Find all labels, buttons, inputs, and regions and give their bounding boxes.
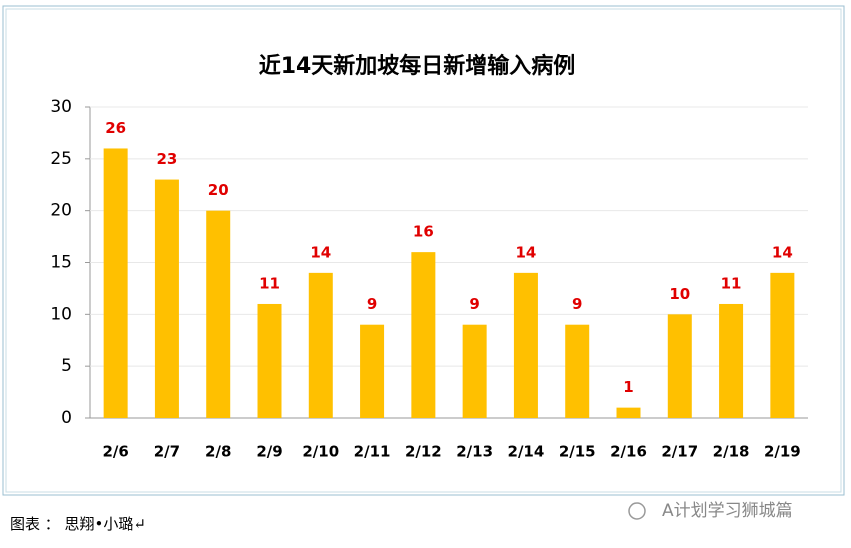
data-label: 14 — [310, 243, 331, 261]
data-label: 23 — [156, 150, 177, 168]
bar — [103, 148, 128, 418]
x-tick-label: 2/14 — [508, 443, 545, 461]
data-label: 9 — [469, 295, 479, 313]
x-tick-label: 2/10 — [302, 443, 339, 461]
bar — [667, 314, 692, 418]
bar — [770, 272, 795, 418]
bar — [154, 179, 179, 418]
data-label: 26 — [105, 119, 126, 137]
chart-title: 近14天新加坡每日新增输入病例 — [259, 53, 576, 79]
data-label: 11 — [259, 274, 280, 292]
x-tick-label: 2/7 — [154, 443, 180, 461]
x-tick-label: 2/18 — [713, 443, 750, 461]
x-tick-label: 2/6 — [102, 443, 128, 461]
bar — [360, 324, 385, 418]
caption: 图表 ： 思翔•小璐↵ — [10, 515, 146, 533]
bar — [513, 272, 538, 418]
watermark: A计划学习狮城篇 — [662, 501, 793, 521]
bar — [719, 303, 744, 418]
x-tick-label: 2/13 — [456, 443, 493, 461]
data-label: 16 — [413, 223, 434, 241]
x-tick-label: 2/16 — [610, 443, 647, 461]
watermark-icon — [628, 502, 646, 520]
y-tick-label: 10 — [50, 304, 72, 324]
data-label: 20 — [208, 181, 229, 199]
bar — [411, 252, 436, 418]
data-label: 9 — [367, 295, 377, 313]
y-tick-label: 25 — [50, 149, 72, 169]
data-label: 14 — [515, 243, 536, 261]
x-tick-label: 2/8 — [205, 443, 231, 461]
bar — [308, 272, 333, 418]
bar — [257, 303, 282, 418]
x-tick-label: 2/9 — [256, 443, 282, 461]
x-tick-label: 2/19 — [764, 443, 801, 461]
y-tick-label: 20 — [50, 201, 72, 221]
bar — [565, 324, 590, 418]
y-tick-label: 0 — [61, 408, 72, 428]
data-label: 11 — [721, 274, 742, 292]
y-tick-label: 15 — [50, 253, 72, 273]
data-label: 9 — [572, 295, 582, 313]
y-tick-label: 30 — [50, 97, 72, 117]
y-tick-label: 5 — [61, 356, 72, 376]
x-tick-label: 2/12 — [405, 443, 442, 461]
data-label: 10 — [669, 285, 690, 303]
data-label: 14 — [772, 243, 793, 261]
data-label: 1 — [623, 378, 633, 396]
frame-outer — [2, 5, 845, 496]
bar — [462, 324, 487, 418]
x-tick-label: 2/11 — [354, 443, 391, 461]
x-tick-label: 2/15 — [559, 443, 596, 461]
x-tick-label: 2/17 — [661, 443, 698, 461]
bar — [616, 407, 641, 418]
frame-inner — [5, 8, 842, 493]
bar — [206, 210, 231, 418]
